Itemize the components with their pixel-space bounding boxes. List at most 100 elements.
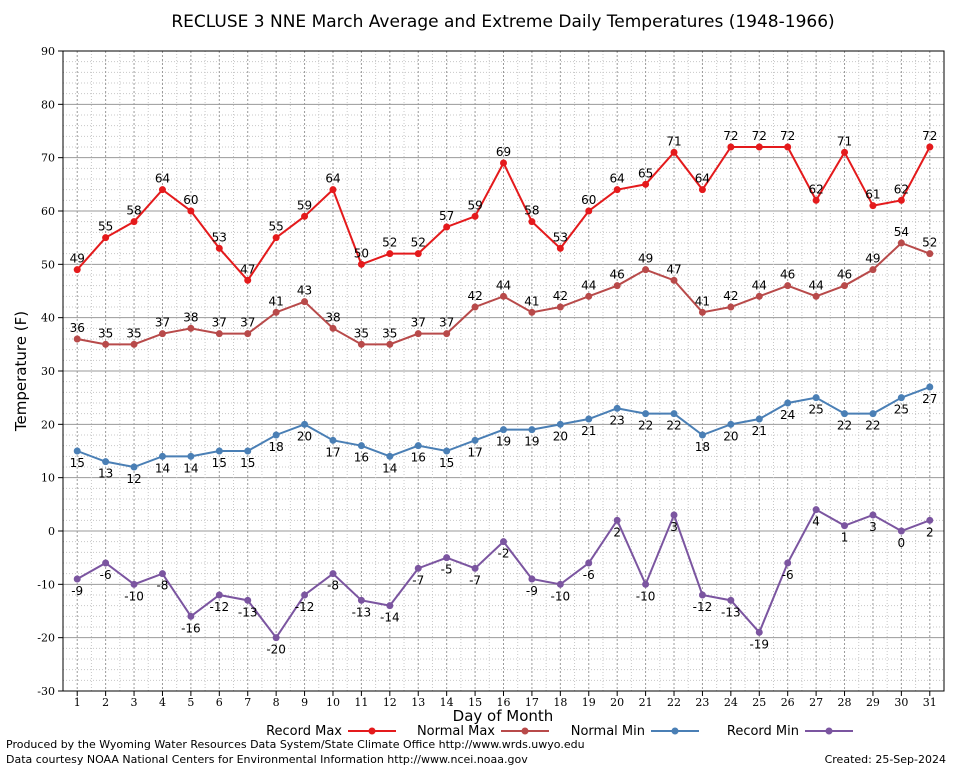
data-label: 37	[212, 316, 227, 330]
data-point	[784, 143, 792, 151]
data-label: 22	[837, 419, 852, 433]
data-label: 22	[638, 419, 653, 433]
data-point	[73, 575, 81, 583]
legend-item-normal-min: Normal Min	[571, 724, 699, 739]
x-tick-label: 25	[752, 696, 766, 709]
data-point	[727, 596, 735, 604]
x-tick-label: 3	[131, 696, 138, 709]
y-tick-label: 80	[41, 98, 55, 111]
data-label: 64	[695, 172, 710, 186]
legend-marker	[368, 727, 376, 735]
legend-label: Record Max	[266, 724, 342, 739]
legend-label: Normal Max	[417, 724, 495, 739]
data-label: 58	[126, 204, 141, 218]
data-label: 41	[695, 294, 710, 308]
x-tick-label: 13	[411, 696, 425, 709]
data-point	[357, 596, 365, 604]
data-point	[158, 452, 166, 460]
data-label: 71	[837, 134, 852, 148]
data-label: -2	[498, 547, 510, 561]
data-label: 53	[553, 230, 568, 244]
data-point	[926, 143, 934, 151]
data-label: 72	[723, 129, 738, 143]
data-point	[130, 463, 138, 471]
y-tick-label: -20	[37, 632, 55, 645]
data-point	[215, 244, 223, 252]
data-point	[386, 250, 394, 258]
data-label: 52	[382, 236, 397, 250]
data-label: -12	[295, 600, 315, 614]
data-point	[698, 431, 706, 439]
data-point	[642, 580, 650, 588]
series-layer: 49 55 58 64 60 53 47 55 59 64 50 52 52 57 59 69 58 53 60 64…	[70, 129, 938, 657]
series-normal-max: 36 35 35 37 38 37 37 41 43 38 35 35 37 37 42 44 41 42 44 46…	[70, 225, 937, 348]
series-record-min: -9-6-10-8-16-12 -13-20-12-8-13 -14-7-5-7-2…	[71, 506, 934, 657]
data-label: 38	[325, 310, 340, 324]
data-point	[471, 564, 479, 572]
data-point	[102, 559, 110, 567]
data-label: 19	[524, 435, 539, 449]
data-label: 14	[183, 461, 198, 475]
data-label: -8	[327, 579, 339, 593]
y-tick-label: 10	[41, 472, 55, 485]
legend-marker	[825, 727, 833, 735]
data-label: 53	[212, 230, 227, 244]
data-point	[329, 436, 337, 444]
data-label: 46	[837, 268, 852, 282]
data-point	[244, 596, 252, 604]
data-label: 64	[325, 172, 340, 186]
data-label: 14	[155, 461, 170, 475]
data-label: 58	[524, 204, 539, 218]
data-point	[272, 634, 280, 642]
data-point	[301, 212, 309, 220]
data-point	[784, 559, 792, 567]
data-point	[158, 186, 166, 194]
data-label: 37	[439, 316, 454, 330]
data-point	[443, 330, 451, 338]
data-point	[528, 575, 536, 583]
data-label: 16	[411, 451, 426, 465]
data-point	[784, 399, 792, 407]
x-axis-title: Day of Month	[453, 707, 554, 725]
data-label: 18	[695, 440, 710, 454]
data-point	[158, 330, 166, 338]
data-label: 60	[581, 193, 596, 207]
data-point	[102, 340, 110, 348]
x-tick-label: 18	[553, 696, 567, 709]
data-point	[897, 239, 905, 247]
data-point	[784, 282, 792, 290]
data-label: 16	[354, 451, 369, 465]
x-tick-label: 10	[326, 696, 340, 709]
data-point	[812, 196, 820, 204]
x-tick-label: 16	[497, 696, 511, 709]
data-point	[301, 591, 309, 599]
data-point	[187, 324, 195, 332]
data-point	[386, 340, 394, 348]
footer-created-date: Created: 25-Sep-2024	[825, 753, 946, 766]
legend-item-normal-max: Normal Max	[417, 724, 549, 739]
data-point	[869, 202, 877, 210]
data-label: 61	[865, 188, 880, 202]
x-tick-label: 24	[724, 696, 738, 709]
x-tick-label: 26	[781, 696, 795, 709]
data-point	[755, 415, 763, 423]
y-tick-label: 90	[41, 45, 55, 58]
data-label: 52	[411, 236, 426, 250]
y-tick-label: -30	[37, 685, 55, 698]
data-point	[443, 554, 451, 562]
data-label: 44	[581, 278, 596, 292]
data-point	[272, 431, 280, 439]
data-point	[670, 511, 678, 519]
data-point	[301, 420, 309, 428]
data-point	[869, 266, 877, 274]
y-axis-title: Temperature (F)	[12, 311, 30, 432]
chart-title: RECLUSE 3 NNE March Average and Extreme …	[171, 12, 834, 32]
x-tick-label: 28	[838, 696, 852, 709]
data-point	[613, 282, 621, 290]
data-label: -7	[469, 573, 481, 587]
data-point	[897, 196, 905, 204]
data-label: 59	[467, 198, 482, 212]
data-label: 27	[922, 392, 937, 406]
data-point	[812, 292, 820, 300]
series-normal-min: 15 13 12 14 14 15 15 18 20 17 16 14 16 15 17 19 19 20 21 23…	[70, 383, 937, 486]
